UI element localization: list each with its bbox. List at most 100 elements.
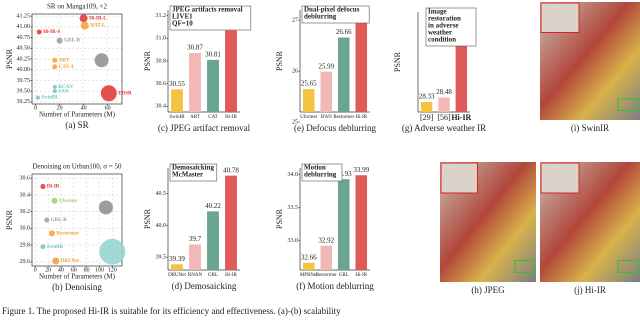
x-tick-label: Uformer <box>300 115 318 120</box>
value-label: 33.93 <box>336 170 352 178</box>
y-tick-label: 30.8 <box>156 58 167 64</box>
x-axis-label: Number of Parameters (M) <box>39 111 116 119</box>
x-tick-label: Hi-IR <box>355 115 367 120</box>
x-tick-label: RNAN <box>188 273 203 278</box>
y-tick-label: 40.50 <box>17 46 31 52</box>
value-label: 39.7 <box>189 235 202 243</box>
x-tick-label: 40 <box>81 105 87 111</box>
panel-caption: (f) Motion deblurring <box>296 281 374 291</box>
point-label: HAT-L <box>90 24 106 29</box>
x-tick-label: 60 <box>105 105 111 111</box>
data-point <box>52 89 57 94</box>
annotation-text: LIVE1 <box>172 13 193 21</box>
data-point <box>48 230 55 237</box>
x-tick-label: Hi-IR <box>355 273 367 278</box>
y-tick-label: 30.4 <box>156 104 167 110</box>
point-label: DRUNet <box>61 259 80 264</box>
panel-caption: (c) JPEG artifact removal <box>158 123 251 133</box>
value-label: 28.48 <box>436 88 452 96</box>
x-tick-label: 20 <box>57 105 63 111</box>
y-tick-label: 30.0 <box>20 226 31 232</box>
y-tick-label: 31.0 <box>156 36 167 42</box>
annotation-text: Motion <box>304 164 326 172</box>
y-tick-label: 30.6 <box>156 81 167 87</box>
crop-box <box>617 98 639 112</box>
y-tick-label: 39.50 <box>17 89 31 95</box>
annotation-box <box>301 5 370 24</box>
x-tick-label: MPRNet <box>300 273 318 278</box>
point-label: Hi-IR-S <box>43 30 60 35</box>
panel-caption: (d) Demosaicking <box>172 281 237 291</box>
y-axis-label: PSNR <box>393 51 402 72</box>
image-caption: (i) SwinIR <box>571 123 609 133</box>
crop-box <box>514 259 535 273</box>
zoom-inset <box>540 162 580 194</box>
bar <box>320 245 333 270</box>
value-label: 33.99 <box>353 166 369 174</box>
bar <box>355 175 368 270</box>
x-tick-label: Restormer <box>333 115 354 120</box>
y-tick-label: 33.5 <box>288 205 299 211</box>
data-point <box>36 29 42 35</box>
point-label: GRL-B <box>51 218 68 223</box>
x-tick-label: Hi-IR <box>225 273 237 278</box>
y-tick-label: 33.0 <box>288 238 299 244</box>
y-axis-label: PSNR <box>143 50 152 71</box>
x-tick-label: Restormer <box>316 273 337 278</box>
x-tick-label: IFAN <box>321 115 333 120</box>
x-tick-label: GRL <box>339 273 349 278</box>
x-tick-label: 0 <box>34 267 37 273</box>
value-label: 32.92 <box>318 236 334 244</box>
annotation-text: McMaster <box>172 171 203 179</box>
figure-caption: Figure 1. The proposed Hi-IR is suitable… <box>2 306 341 316</box>
y-tick-label: 29.6 <box>20 259 31 265</box>
value-label: 40.78 <box>223 166 239 174</box>
bar <box>355 19 368 112</box>
point-label: GRL-B <box>64 39 81 44</box>
y-tick-label: 26 <box>292 69 298 75</box>
x-tick-label: 20 <box>45 267 51 273</box>
data-point <box>79 14 88 23</box>
zoom-inset <box>440 162 478 194</box>
value-label: 25.99 <box>318 62 334 70</box>
point-label: ART <box>59 58 70 63</box>
y-tick-label: 40.5 <box>156 191 167 197</box>
x-tick-label: GRL <box>208 273 218 278</box>
crop-box <box>617 259 639 273</box>
y-axis-label: PSNR <box>275 208 284 229</box>
bar <box>189 53 201 112</box>
annotation-box <box>425 7 477 47</box>
bar <box>171 264 183 270</box>
point-label: CAT-A <box>59 65 74 70</box>
panel-caption: (e) Defocus deblurring <box>294 123 376 133</box>
data-point <box>40 244 46 250</box>
image-caption: (h) JPEG <box>471 285 505 295</box>
data-point <box>100 85 117 102</box>
x-tick-label: 40 <box>58 267 64 273</box>
bar <box>438 97 450 112</box>
y-tick-label: 40.00 <box>17 67 31 73</box>
y-tick-label: 40.0 <box>156 223 167 229</box>
point-label: EDSR <box>118 91 132 96</box>
x-tick-label: CAT <box>208 115 217 120</box>
annotation-text: weather <box>428 29 452 37</box>
point-label: Hi-IR-L <box>89 16 107 21</box>
annotation-text: deblurring <box>304 171 337 179</box>
point-label: RCAN <box>58 85 73 90</box>
y-axis-label: PSNR <box>5 209 14 230</box>
y-tick-label: 39.25 <box>17 99 31 105</box>
bar <box>171 89 183 112</box>
x-tick-label: 0 <box>34 105 37 111</box>
value-label: 30.81 <box>205 50 221 58</box>
value-label: 30.87 <box>187 44 203 52</box>
point-label: Uformer <box>59 199 78 204</box>
annotation-text: restoration <box>428 15 461 23</box>
annotation-text: Dual-pixel defocus <box>304 6 360 14</box>
bar <box>225 175 237 270</box>
plot-frame <box>31 13 123 105</box>
data-point <box>51 197 58 204</box>
data-point <box>80 21 89 30</box>
x-tick-label: 80 <box>84 267 90 273</box>
bar <box>225 30 237 112</box>
